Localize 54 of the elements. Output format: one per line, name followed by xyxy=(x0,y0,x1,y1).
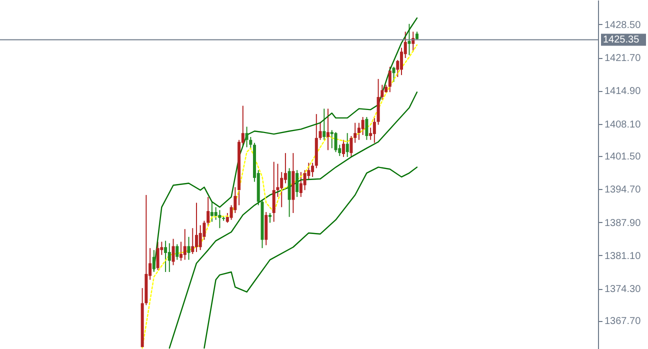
line-series xyxy=(168,92,418,349)
candlestick xyxy=(183,228,186,260)
candlestick xyxy=(156,241,160,271)
line-series xyxy=(153,17,418,271)
candlestick xyxy=(180,241,183,262)
candlestick xyxy=(245,126,248,148)
candlestick xyxy=(284,152,287,184)
candlestick xyxy=(357,122,360,140)
candlestick xyxy=(408,23,411,56)
candlestick xyxy=(210,201,214,222)
candlestick xyxy=(206,196,210,227)
candlestick xyxy=(191,228,194,254)
candlestick xyxy=(299,172,302,198)
candlestick xyxy=(164,240,168,272)
y-tick-label: 1428.50 xyxy=(604,20,642,31)
candlestick xyxy=(168,242,171,272)
candlestick xyxy=(334,132,338,153)
candlestick xyxy=(268,212,272,224)
candlestick xyxy=(342,139,345,158)
candlestick xyxy=(322,108,326,140)
y-tick-label: 1394.70 xyxy=(604,184,642,196)
y-tick-label: 1367.70 xyxy=(604,316,642,328)
candlestick xyxy=(296,170,299,198)
candlestick xyxy=(354,122,357,144)
candlestick xyxy=(218,210,222,229)
candlestick xyxy=(346,132,349,158)
candlestick xyxy=(280,172,284,208)
line-series xyxy=(142,44,418,349)
candlestick xyxy=(152,250,156,272)
candlestick xyxy=(361,116,364,136)
candlestick xyxy=(172,238,175,266)
candlestick xyxy=(372,117,376,144)
candlestick xyxy=(176,244,179,260)
candlestick xyxy=(187,236,190,260)
candlestick xyxy=(318,121,322,140)
candlestick xyxy=(198,224,202,251)
y-tick-label: 1408.10 xyxy=(604,119,642,130)
candlestick xyxy=(365,116,368,140)
y-tick-label: 1374.30 xyxy=(604,284,642,296)
y-tick-label: 1414.90 xyxy=(604,86,642,98)
y-tick-label: 1381.10 xyxy=(604,250,642,262)
candlestick xyxy=(272,161,276,222)
candlestick xyxy=(194,202,198,252)
ref-line-label: 1425.35 xyxy=(603,34,640,46)
y-tick-label: 1401.50 xyxy=(604,151,642,162)
line-series xyxy=(204,166,418,349)
candlestick xyxy=(330,130,334,149)
y-tick-label: 1421.70 xyxy=(604,53,642,64)
candlestick xyxy=(311,162,314,178)
candlestick xyxy=(326,108,330,151)
candlestick xyxy=(388,66,392,93)
candlestick xyxy=(350,135,353,158)
candlestick xyxy=(392,66,396,82)
y-tick-label: 1387.90 xyxy=(604,218,642,229)
